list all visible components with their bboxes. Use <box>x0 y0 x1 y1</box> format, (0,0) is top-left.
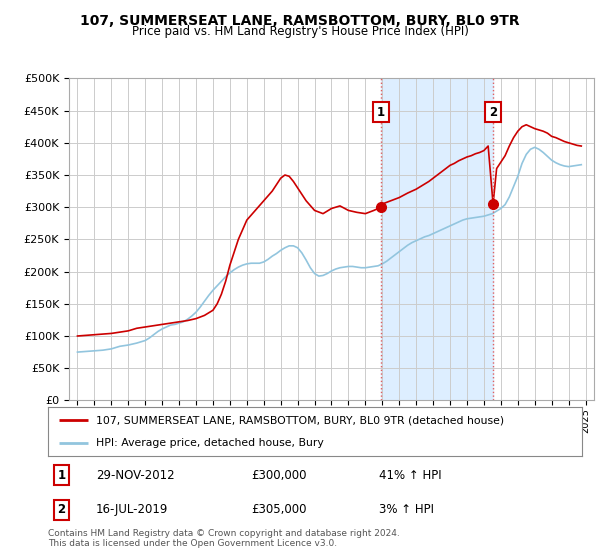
Text: 2: 2 <box>489 106 497 119</box>
Text: HPI: Average price, detached house, Bury: HPI: Average price, detached house, Bury <box>96 438 324 448</box>
Text: 1: 1 <box>377 106 385 119</box>
Bar <box>381 78 493 400</box>
Text: 3% ↑ HPI: 3% ↑ HPI <box>379 503 434 516</box>
Text: Price paid vs. HM Land Registry's House Price Index (HPI): Price paid vs. HM Land Registry's House … <box>131 25 469 38</box>
Text: 107, SUMMERSEAT LANE, RAMSBOTTOM, BURY, BL0 9TR (detached house): 107, SUMMERSEAT LANE, RAMSBOTTOM, BURY, … <box>96 416 504 426</box>
Text: 29-NOV-2012: 29-NOV-2012 <box>96 469 175 482</box>
Text: £305,000: £305,000 <box>251 503 307 516</box>
Text: £300,000: £300,000 <box>251 469 307 482</box>
Text: 2: 2 <box>57 503 65 516</box>
Text: 16-JUL-2019: 16-JUL-2019 <box>96 503 169 516</box>
Text: 41% ↑ HPI: 41% ↑ HPI <box>379 469 442 482</box>
Text: 107, SUMMERSEAT LANE, RAMSBOTTOM, BURY, BL0 9TR: 107, SUMMERSEAT LANE, RAMSBOTTOM, BURY, … <box>80 14 520 28</box>
Text: Contains HM Land Registry data © Crown copyright and database right 2024.
This d: Contains HM Land Registry data © Crown c… <box>48 529 400 548</box>
Text: 1: 1 <box>57 469 65 482</box>
